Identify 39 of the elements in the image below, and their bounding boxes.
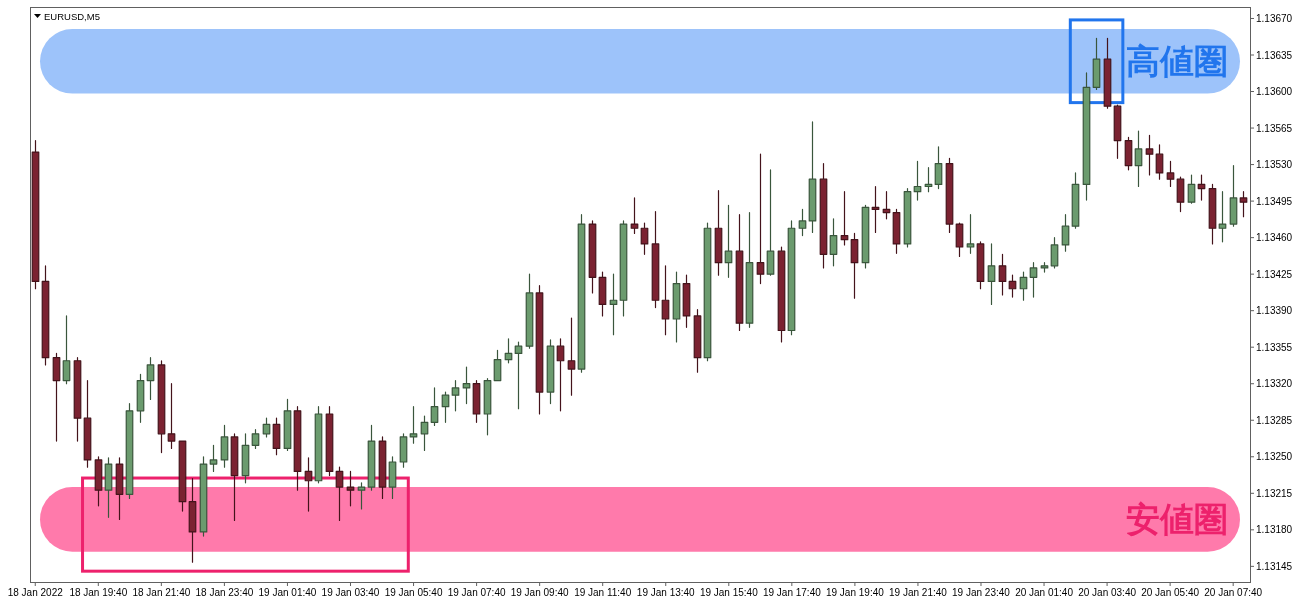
y-tick-label: 1.13425 (1256, 268, 1293, 280)
y-tick-label: 1.13355 (1256, 341, 1293, 353)
x-tick-label: 19 Jan 03:40 (321, 586, 380, 598)
y-tick-label: 1.13565 (1256, 122, 1293, 134)
x-tick-label: 18 Jan 21:40 (132, 586, 191, 598)
y-tick-label: 1.13250 (1256, 451, 1293, 463)
y-tick-label: 1.13460 (1256, 232, 1293, 244)
y-tick-label: 1.13670 (1256, 12, 1293, 24)
y-tick-label: 1.13635 (1256, 49, 1293, 61)
band-label: 高値圏 (1126, 41, 1228, 82)
x-tick-label: 20 Jan 01:40 (1015, 586, 1074, 598)
x-tick-label: 18 Jan 23:40 (195, 586, 254, 598)
x-tick-label: 18 Jan 2022 (7, 586, 64, 598)
band-label: 安値圏 (1126, 499, 1228, 540)
x-tick-label: 19 Jan 21:40 (889, 586, 948, 598)
x-tick-label: 19 Jan 09:40 (510, 586, 569, 598)
x-tick-label: 19 Jan 05:40 (384, 586, 443, 598)
y-tick-label: 1.13390 (1256, 305, 1293, 317)
y-tick-label: 1.13530 (1256, 159, 1293, 171)
x-tick-label: 19 Jan 17:40 (762, 586, 822, 598)
y-tick-label: 1.13145 (1256, 560, 1293, 572)
y-tick-label: 1.13495 (1256, 195, 1293, 207)
y-tick-label: 1.13320 (1256, 378, 1293, 390)
y-tick-label: 1.13285 (1256, 414, 1293, 426)
x-tick-label: 19 Jan 07:40 (447, 586, 506, 598)
x-tick-label: 20 Jan 07:40 (1204, 586, 1263, 598)
y-tick-label: 1.13215 (1256, 487, 1293, 499)
x-tick-label: 19 Jan 19:40 (825, 586, 885, 598)
y-tick-label: 1.13180 (1256, 524, 1293, 536)
x-tick-label: 18 Jan 19:40 (69, 586, 128, 598)
x-tick-label: 20 Jan 03:40 (1078, 586, 1137, 598)
x-tick-label: 20 Jan 05:40 (1141, 586, 1200, 598)
x-tick-label: 19 Jan 13:40 (636, 586, 696, 598)
chart-title: EURUSD,M5 (44, 10, 100, 22)
x-tick-label: 19 Jan 01:40 (258, 586, 317, 598)
x-tick-label: 19 Jan 11:40 (574, 586, 632, 598)
y-tick-label: 1.13600 (1256, 86, 1293, 98)
x-tick-label: 19 Jan 23:40 (952, 586, 1011, 598)
x-tick-label: 19 Jan 15:40 (699, 586, 759, 598)
